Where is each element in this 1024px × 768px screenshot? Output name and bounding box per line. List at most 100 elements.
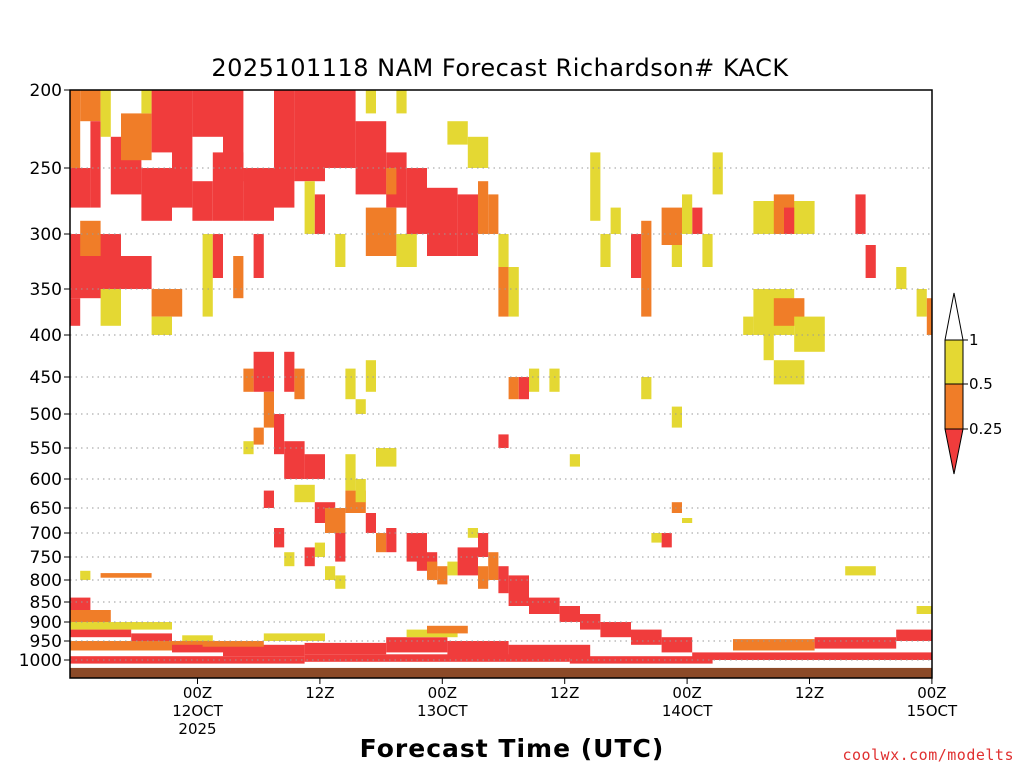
heatmap-cell: [284, 441, 305, 479]
heatmap-cell: [274, 414, 285, 455]
heatmap-cell: [335, 575, 346, 589]
heatmap-cell: [141, 90, 152, 114]
heatmap-cell: [314, 542, 325, 557]
heatmap-cell: [641, 377, 652, 400]
heatmap-cell: [100, 573, 152, 578]
x-tick-label: 00Z: [672, 684, 701, 702]
heatmap-cell: [569, 656, 713, 664]
heatmap-cell: [100, 289, 121, 326]
heatmap-cell: [549, 368, 560, 392]
heatmap-cell: [498, 434, 509, 448]
heatmap-cell: [427, 625, 468, 634]
heatmap-cell: [151, 90, 172, 153]
y-tick-label: 900: [30, 613, 62, 633]
heatmap-cell: [447, 641, 509, 657]
legend-swatch: [944, 383, 964, 430]
heatmap-cell: [70, 641, 223, 651]
heatmap-cell: [488, 552, 499, 580]
heatmap-cell: [90, 121, 101, 208]
ground-layer: [70, 667, 932, 678]
heatmap-cell: [304, 547, 315, 567]
heatmap-cell: [70, 90, 81, 168]
heatmap-cell: [386, 637, 448, 653]
heatmap-cell: [345, 454, 356, 491]
heatmap-cell: [712, 152, 723, 195]
x-tick-label: 12OCT: [172, 702, 223, 720]
heatmap-cell: [212, 152, 244, 221]
heatmap-cell: [294, 484, 315, 503]
y-tick-label: 700: [30, 524, 62, 544]
heatmap-cell: [467, 136, 489, 168]
heatmap-cell: [641, 267, 652, 317]
heatmap-cell: [335, 234, 346, 267]
heatmap-cell: [386, 168, 397, 195]
y-tick-label: 1000: [19, 651, 62, 671]
heatmap-cell: [508, 575, 529, 606]
heatmap-cell: [427, 187, 458, 256]
heatmap-cell: [100, 90, 111, 137]
heatmap-cell: [508, 267, 519, 317]
grid-lines: [70, 167, 932, 661]
heatmap-cell: [631, 234, 642, 278]
heatmap-cell: [671, 406, 682, 428]
heatmap-cell: [855, 194, 866, 234]
legend: 1 0.5 0.25: [944, 292, 1002, 475]
heatmap-cell: [671, 234, 682, 267]
heatmap-cell: [916, 606, 932, 614]
heatmap-cell: [488, 194, 499, 234]
heatmap-cell: [345, 368, 356, 400]
heatmap-cell: [610, 207, 621, 234]
heatmap-cell: [70, 629, 132, 638]
heatmap-cell: [314, 194, 325, 234]
heatmap-cell: [325, 90, 356, 168]
heatmap-cell: [192, 90, 223, 137]
x-tick-label: 00Z: [917, 684, 946, 702]
heatmap-cell: [702, 234, 713, 267]
x-tick-label: 12Z: [795, 684, 824, 702]
heatmap-cell: [671, 502, 682, 513]
credit-link[interactable]: coolwx.com/modelts: [842, 746, 1014, 764]
heatmap-cell: [172, 90, 193, 208]
y-tick-label: 550: [30, 439, 62, 459]
legend-swatch-bottom: [944, 428, 964, 475]
heatmap-cell: [212, 234, 223, 278]
heatmap-cell: [365, 360, 376, 392]
heatmap-cell: [243, 168, 274, 221]
heatmap-cell: [916, 289, 927, 317]
heatmap-cell: [457, 194, 478, 256]
heatmap-cell: [569, 454, 580, 467]
heatmap-cell: [365, 207, 397, 256]
heatmap-cell: [365, 513, 376, 533]
heatmap-cell: [274, 528, 285, 548]
heatmap-cell: [80, 570, 91, 580]
y-tick-label: 350: [30, 280, 62, 300]
y-tick-label: 400: [30, 326, 62, 346]
y-tick-label: 850: [30, 593, 62, 613]
x-tick-label: 14OCT: [662, 702, 713, 720]
x-tick-label: 13OCT: [417, 702, 468, 720]
legend-label: 0.25: [969, 420, 1002, 438]
heatmap-cell: [661, 207, 682, 245]
y-axis-ticks: 200 250 300 350 400 450 500 550 600 650 700 750 8008…: [19, 81, 70, 671]
heatmap-cell: [355, 121, 387, 195]
heatmap-cell: [518, 377, 529, 400]
heatmap-cell: [202, 641, 264, 647]
plot-area: [69, 89, 933, 679]
heatmap-cell: [141, 168, 172, 221]
heatmap-cell: [447, 121, 468, 145]
heatmap-cell: [70, 610, 111, 622]
heatmap-cell: [478, 181, 489, 234]
heatmap-cell: [253, 234, 264, 278]
heatmap-cell: [580, 614, 601, 630]
heatmap-cell: [80, 90, 101, 122]
heatmap-cell: [682, 194, 693, 234]
heatmap-cell: [151, 289, 183, 317]
y-tick-label: 450: [30, 368, 62, 388]
heatmap-cell: [396, 234, 417, 267]
heatmap-cell: [263, 633, 325, 641]
heatmap-cell: [70, 597, 91, 610]
y-tick-label: 600: [30, 470, 62, 490]
heatmap-cell: [498, 234, 509, 267]
